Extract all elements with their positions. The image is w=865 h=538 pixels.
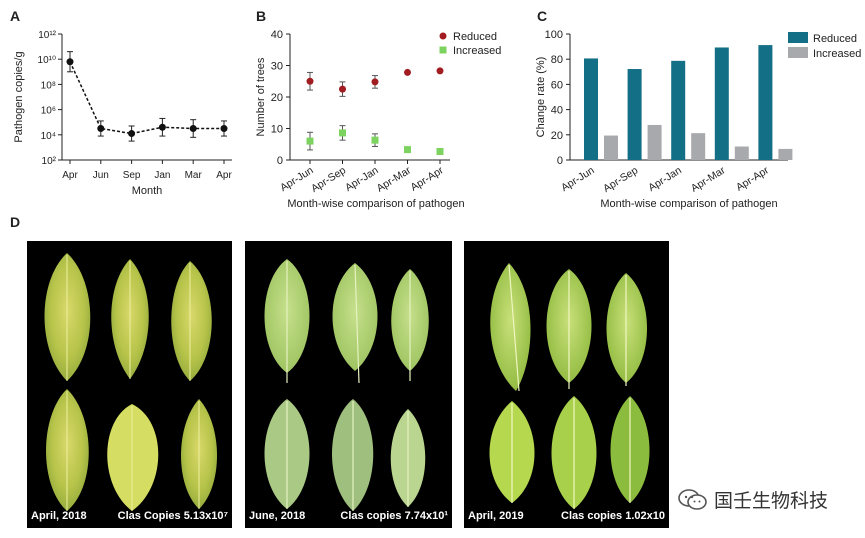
legend-marker: [788, 47, 808, 58]
leaf-group-2: [264, 259, 429, 511]
leaf-shapes: [264, 259, 429, 511]
x-tick-label: Apr-Jun: [559, 164, 597, 194]
x-tick-label: Apr-Mar: [689, 164, 728, 195]
y-tick-label: 10²: [42, 156, 57, 167]
panel-letter-d: D: [10, 214, 21, 230]
x-tick-label: Apr-Sep: [309, 164, 348, 195]
photo-date-caption: April, 2019: [468, 510, 524, 522]
bar-reduced: [714, 47, 729, 161]
photo-copies-caption: Clas copies 7.74x10¹: [340, 510, 448, 522]
leaf-photo-panel-3: April, 2019 Clas copies 1.02x10: [464, 241, 669, 528]
data-point-increased: [371, 136, 379, 144]
y-axis-title: Number of trees: [255, 57, 267, 136]
leaf-shapes: [489, 263, 650, 509]
legend-label: Increased: [453, 45, 501, 57]
data-point-increased: [436, 147, 444, 155]
watermark-text: 国壬生物科技: [714, 490, 829, 512]
photo-copies-caption: Clas copies 1.02x10: [561, 510, 665, 522]
x-axis-title: Month: [132, 185, 163, 197]
data-point: [220, 125, 228, 132]
y-tick-label: 10⁸: [41, 80, 56, 91]
data-point: [128, 130, 136, 138]
bar-increased: [691, 133, 706, 160]
data-point-increased: [306, 137, 314, 145]
legend-marker: [439, 46, 447, 54]
x-axis-title: Month-wise comparison of pathogen: [287, 198, 464, 210]
leaf-photo-panel-2: June, 2018 Clas copies 7.74x10¹: [245, 241, 452, 528]
y-tick-label: 10⁶: [41, 106, 56, 117]
legend-label: Increased: [813, 48, 861, 60]
x-axis-title: Month-wise comparison of pathogen: [600, 198, 777, 210]
data-point: [66, 58, 74, 66]
legend-marker: [788, 32, 808, 43]
panel-letter-c: C: [537, 8, 548, 24]
chart-b-number-of-trees: 0 10 20 30 40 Apr-JunApr-SepApr-JanApr-MarApr…: [255, 29, 501, 210]
y-tick-label: 10: [271, 124, 283, 136]
y-tick-label: 80: [551, 54, 563, 66]
x-tick-label: Apr-Apr: [734, 164, 771, 194]
photo-date-caption: June, 2018: [249, 510, 306, 522]
y-tick-label: 30: [271, 61, 283, 73]
data-point: [158, 123, 166, 131]
y-tick-label: 10¹⁰: [38, 55, 56, 66]
y-axis-title: Pathogen copies/g: [13, 51, 25, 142]
data-point-reduced: [339, 85, 346, 93]
x-tick-label: Sep: [123, 170, 141, 181]
x-tick-label: Apr-Sep: [601, 164, 640, 195]
x-tick-label: Apr: [62, 170, 78, 181]
data-point-increased: [339, 129, 346, 137]
y-tick-label: 10¹²: [38, 30, 56, 41]
x-tick-label: Apr-Jan: [343, 164, 381, 194]
chart-c-change-rate: 0 20 40 60 80 100 Apr-Jun Apr-Sep Apr-Jan Apr-Mar…: [535, 29, 861, 210]
data-point-reduced: [306, 77, 314, 85]
series-line: [69, 61, 224, 135]
x-tick-label: Mar: [185, 170, 203, 181]
panel-letter-a: A: [10, 8, 21, 24]
bar-reduced: [671, 60, 686, 161]
x-tick-label: Apr-Apr: [409, 164, 446, 194]
y-tick-label: 20: [551, 130, 563, 142]
y-tick-label: 20: [271, 92, 283, 104]
y-tick-label: 40: [551, 105, 563, 117]
y-tick-label: 10⁴: [41, 131, 56, 142]
legend-marker: [439, 32, 447, 40]
bar-reduced: [627, 69, 642, 160]
wechat-icon: [678, 488, 707, 510]
leaf-photo-panel-1: April, 2018 Clas Copies 5.13x10⁷: [27, 241, 232, 528]
y-tick-label: 100: [545, 29, 563, 41]
y-tick-label: 40: [271, 29, 283, 41]
legend-label: Reduced: [813, 33, 857, 45]
leaf-shapes: [44, 253, 217, 511]
bar-increased: [734, 146, 749, 160]
x-tick-label: Jun: [93, 170, 109, 181]
chart-a-pathogen-copies: 10² 10⁴ 10⁶ 10⁸ 10¹⁰ 10¹² Apr Jun Sep Jan Mar Apr Mo…: [13, 30, 232, 197]
bar-reduced: [584, 58, 598, 160]
y-tick-label: 60: [551, 79, 563, 91]
data-point: [97, 125, 105, 132]
x-tick-label: Apr-Jun: [278, 164, 316, 194]
photo-copies-caption: Clas Copies 5.13x10⁷: [117, 510, 228, 522]
legend-label: Reduced: [453, 31, 497, 43]
x-tick-label: Apr-Jan: [646, 164, 684, 194]
bar-increased: [647, 124, 662, 160]
data-point: [189, 125, 197, 132]
bar-reduced: [758, 45, 773, 161]
leaf-group-3: [489, 263, 650, 509]
bar-increased: [778, 148, 793, 160]
y-axis-title: Change rate (%): [535, 57, 547, 138]
x-tick-label: Jan: [154, 170, 170, 181]
data-point-increased: [404, 146, 411, 154]
data-point-reduced: [404, 68, 411, 76]
x-tick-label: Apr-Mar: [375, 164, 414, 195]
y-tick-label: 0: [557, 155, 563, 167]
data-point-reduced: [371, 78, 379, 86]
x-tick-label: Apr: [216, 170, 232, 181]
y-tick-label: 0: [277, 155, 283, 167]
photo-date-caption: April, 2018: [31, 510, 87, 522]
leaf-group-1: [44, 253, 217, 511]
data-point-reduced: [436, 67, 444, 75]
bar-increased: [604, 135, 618, 160]
panel-letter-b: B: [256, 8, 267, 24]
watermark: 国壬生物科技: [678, 486, 828, 513]
